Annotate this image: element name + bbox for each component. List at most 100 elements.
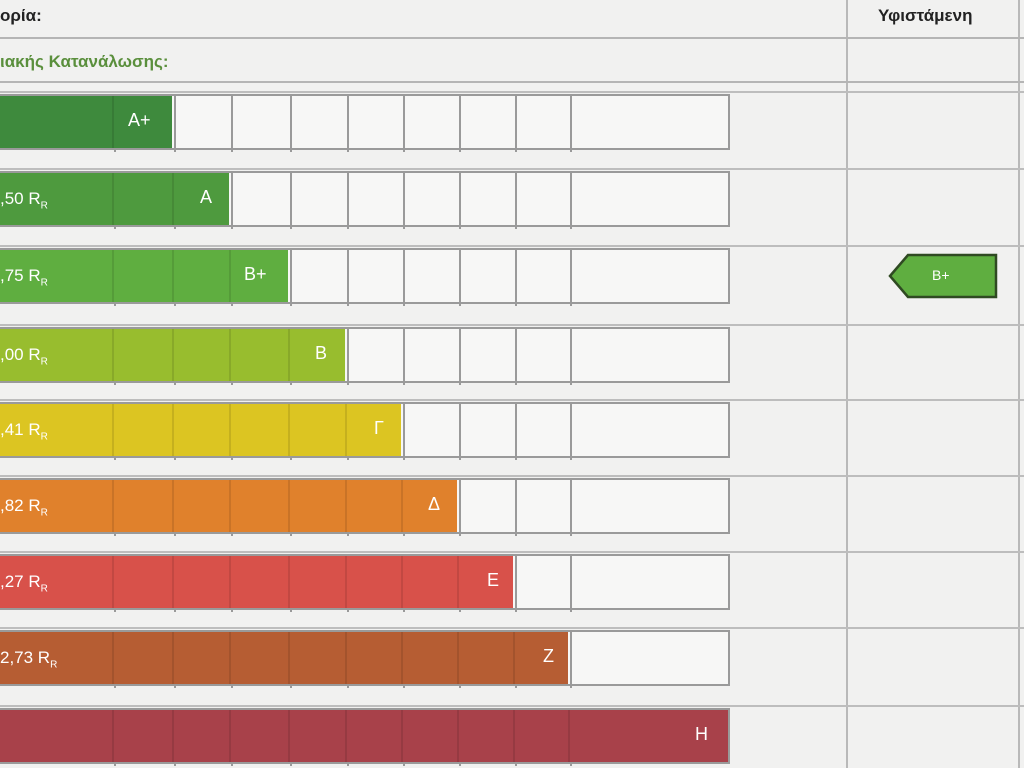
row-divider — [0, 475, 1024, 477]
bar-segment-divider — [112, 329, 114, 381]
row-divider — [0, 627, 1024, 629]
class-letter: B+ — [244, 264, 267, 284]
bar-segment-divider — [229, 404, 231, 456]
class-threshold-value: ,27 RR — [0, 572, 48, 595]
bar-segment-divider — [288, 710, 290, 762]
row-divider — [0, 324, 1024, 326]
bar-segment-divider — [401, 556, 403, 608]
bar-segment-divider — [112, 556, 114, 608]
bar-segment-divider — [345, 404, 347, 456]
bar-segment-divider — [345, 710, 347, 762]
energy-class-row: ,75 RR B+ — [0, 245, 1024, 306]
row-divider — [0, 245, 1024, 247]
grid-cell-divider — [403, 404, 405, 460]
bar-segment-divider — [172, 480, 174, 532]
grid-cell-divider — [515, 96, 517, 152]
bar-segment-divider — [288, 480, 290, 532]
bar-segment-divider — [112, 250, 114, 302]
header-divider — [0, 37, 1024, 39]
row-divider — [0, 551, 1024, 553]
bar-segment-divider — [112, 710, 114, 762]
class-letter: Γ — [374, 418, 384, 438]
grid-cell-divider — [290, 96, 292, 152]
grid-cell-divider — [347, 96, 349, 152]
bar-segment-divider — [288, 404, 290, 456]
grid-cell-divider — [347, 250, 349, 306]
energy-class-row: ,41 RR Γ — [0, 399, 1024, 460]
grid-cell-divider — [570, 173, 572, 229]
energy-class-row: ,50 RR A — [0, 168, 1024, 229]
grid-cell-divider — [403, 173, 405, 229]
grid-cell-divider — [174, 96, 176, 152]
bar-segment-divider — [172, 173, 174, 225]
class-letter: H — [695, 724, 708, 744]
grid-cell-divider — [403, 329, 405, 385]
bar-segment-divider — [457, 556, 459, 608]
class-threshold-value: ,50 RR — [0, 189, 48, 212]
bar-segment-divider — [112, 404, 114, 456]
class-letter: Z — [543, 646, 554, 666]
class-threshold-value: ,00 RR — [0, 345, 48, 368]
grid-cell-divider — [515, 404, 517, 460]
grid-cell-divider — [515, 329, 517, 385]
grid-cell-divider — [570, 632, 572, 688]
grid-cell-divider — [515, 480, 517, 536]
bar-segment-divider — [288, 556, 290, 608]
grid-cell-divider — [459, 404, 461, 460]
bar-segment-divider — [172, 710, 174, 762]
bar-segment-divider — [513, 632, 515, 684]
arrow-left-icon — [888, 253, 998, 299]
energy-class-bar: ,27 RR E — [0, 556, 513, 608]
bar-segment-divider — [457, 710, 459, 762]
grid-cell-divider — [459, 250, 461, 306]
current-rating-label: B+ — [932, 267, 950, 283]
bar-segment-divider — [229, 556, 231, 608]
threshold-unit-subscript: R — [40, 583, 48, 595]
subtitle-divider — [0, 81, 1024, 83]
bar-segment-divider — [229, 710, 231, 762]
bar-segment-divider — [112, 96, 114, 148]
bar-segment-divider — [568, 710, 570, 762]
grid-cell-divider — [347, 329, 349, 385]
row-divider — [0, 399, 1024, 401]
grid-cell-divider — [403, 96, 405, 152]
grid-cell-divider — [515, 173, 517, 229]
threshold-unit-subscript: R — [40, 277, 48, 289]
consumption-subtitle: ιακής Κατανάλωσης: — [0, 52, 169, 71]
bar-segment-divider — [229, 250, 231, 302]
category-label: ορία: — [0, 6, 42, 25]
row-divider — [0, 705, 1024, 707]
vertical-divider-left — [846, 0, 848, 768]
bar-segment-divider — [172, 404, 174, 456]
grid-cell-divider — [347, 173, 349, 229]
bar-segment-divider — [172, 632, 174, 684]
bar-segment-divider — [172, 329, 174, 381]
energy-class-bar: ,41 RR Γ — [0, 404, 401, 456]
energy-class-bar: ,75 RR B+ — [0, 250, 288, 302]
row-divider — [0, 91, 1024, 93]
bar-segment-divider — [172, 556, 174, 608]
energy-class-row: ,82 RR Δ — [0, 475, 1024, 536]
energy-class-bar: ,00 RR B — [0, 329, 345, 381]
bar-segment-divider — [457, 632, 459, 684]
class-threshold-value: ,75 RR — [0, 266, 48, 289]
bar-segment-divider — [172, 250, 174, 302]
grid-cell-divider — [570, 556, 572, 612]
class-threshold-value: ,82 RR — [0, 496, 48, 519]
bar-segment-divider — [288, 329, 290, 381]
grid-cell-divider — [570, 250, 572, 306]
existing-label: Υφιστάμενη — [878, 6, 973, 25]
grid-cell-divider — [290, 173, 292, 229]
class-letter: Δ — [428, 494, 441, 514]
energy-class-row: ,27 RR E — [0, 551, 1024, 612]
class-threshold-value: ,41 RR — [0, 420, 48, 443]
bar-segment-divider — [229, 632, 231, 684]
energy-class-bar: H — [0, 710, 728, 762]
grid-cell-divider — [570, 329, 572, 385]
grid-cell-divider — [459, 480, 461, 536]
grid-cell-divider — [570, 96, 572, 152]
bar-segment-divider — [345, 556, 347, 608]
grid-cell-divider — [231, 96, 233, 152]
grid-cell-divider — [570, 480, 572, 536]
grid-cell-divider — [459, 173, 461, 229]
